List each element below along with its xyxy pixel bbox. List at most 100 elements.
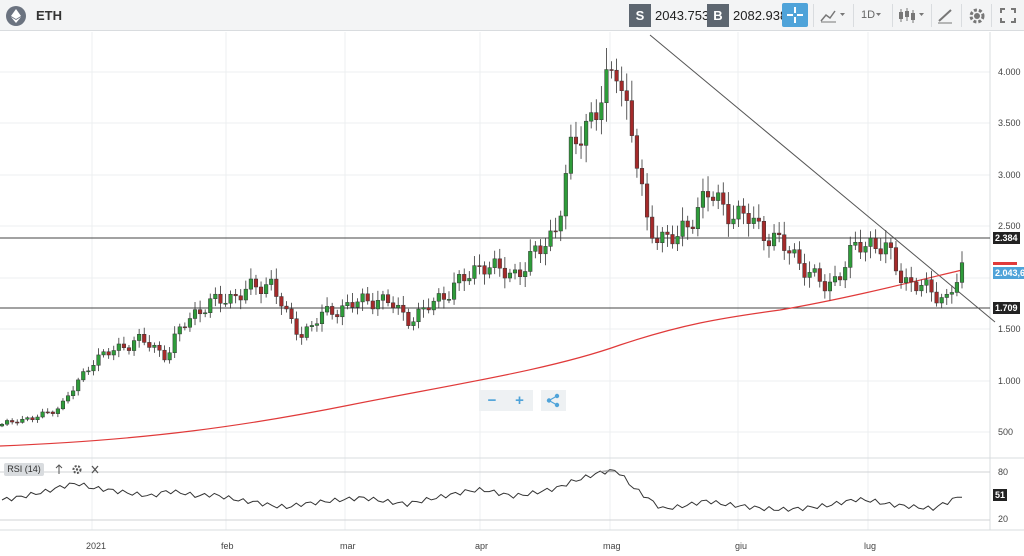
x-tick-label: 2021 (86, 541, 107, 551)
candle (751, 217, 756, 224)
candle (71, 390, 76, 396)
zoom-out-button[interactable]: − (487, 392, 497, 409)
candle (279, 296, 284, 307)
candle (152, 344, 157, 348)
candle (121, 343, 126, 348)
ethereum-icon (6, 6, 26, 26)
candle (858, 241, 863, 253)
candle (50, 411, 55, 414)
candle (40, 411, 45, 418)
candle (939, 297, 944, 304)
candle (482, 265, 487, 275)
candle (370, 300, 375, 310)
candle (578, 143, 584, 146)
candle (182, 326, 187, 329)
share-icon (546, 393, 560, 408)
sell-price-box[interactable]: S 2043.7535 (629, 4, 716, 27)
candle (167, 352, 172, 361)
current-price-badge: 2.043,67 (993, 267, 1024, 279)
zoom-in-button[interactable]: + (515, 392, 524, 409)
y-tick-label: 1.500 (998, 324, 1021, 334)
candle (213, 293, 218, 299)
candle (655, 238, 660, 244)
candle (528, 251, 533, 272)
candle (822, 281, 827, 292)
interval-button[interactable]: 1D (858, 4, 888, 27)
candle (269, 278, 274, 285)
candle (289, 308, 294, 319)
candle (396, 304, 401, 309)
candle (543, 246, 548, 255)
candle (954, 282, 959, 293)
candle (91, 365, 96, 372)
chart-grid (0, 32, 990, 530)
candle (65, 395, 71, 402)
candle (558, 215, 563, 232)
candle (731, 218, 736, 225)
buy-price-box[interactable]: B 2082.9386 (707, 4, 794, 27)
candle (573, 136, 579, 145)
candle (868, 237, 873, 247)
rsi-label: RSI (14) (4, 463, 44, 476)
candle (380, 294, 386, 301)
candle (208, 298, 213, 314)
candle (30, 417, 35, 421)
resistance-level-badge: 2.384 (993, 232, 1020, 244)
share-button[interactable] (541, 390, 566, 411)
zoom-controls: − + (479, 390, 533, 411)
area-chart-icon (820, 10, 845, 23)
y-tick-label: 3.500 (998, 118, 1021, 128)
x-tick-label: apr (475, 541, 489, 551)
candle (553, 230, 558, 233)
candle (106, 351, 111, 356)
candle (777, 232, 782, 236)
candles-button[interactable] (896, 4, 928, 27)
support-level-badge: 1.709 (993, 302, 1020, 314)
candle (177, 326, 182, 335)
candle (187, 318, 192, 328)
fullscreen-button[interactable] (996, 4, 1020, 27)
chart-type-button[interactable] (818, 4, 848, 27)
candle (746, 213, 751, 224)
crosshair-icon (787, 7, 803, 23)
candle (639, 168, 645, 185)
candle (325, 306, 330, 313)
candle (365, 293, 370, 302)
candle (949, 292, 954, 295)
candle (426, 307, 431, 311)
expand-icon (1000, 8, 1016, 23)
candle (497, 258, 502, 269)
arrow-up-icon[interactable] (55, 464, 63, 474)
candle (477, 265, 482, 267)
candle (406, 311, 411, 326)
candle (584, 120, 589, 146)
candle (634, 135, 639, 169)
candle (705, 191, 711, 198)
candle (518, 269, 523, 277)
candle (883, 242, 888, 255)
gear-icon[interactable] (72, 465, 82, 474)
close-icon[interactable] (91, 465, 99, 474)
candle (548, 230, 553, 247)
candle (76, 379, 81, 392)
candle (848, 245, 853, 268)
candle (645, 183, 650, 218)
candle (20, 418, 25, 423)
candle (81, 371, 86, 381)
candle (721, 192, 726, 205)
buy-label: B (707, 4, 729, 27)
trend-line[interactable] (649, 34, 996, 323)
candle (238, 295, 243, 301)
draw-tool-button[interactable] (934, 4, 958, 27)
candle (391, 302, 396, 309)
candle (711, 196, 716, 201)
crosshair-button[interactable] (782, 3, 808, 27)
candle (243, 288, 248, 301)
candle (538, 245, 543, 255)
candle (218, 293, 223, 304)
candle (594, 112, 599, 121)
candle (914, 281, 919, 292)
candle (924, 279, 929, 286)
settings-button[interactable] (966, 4, 988, 27)
